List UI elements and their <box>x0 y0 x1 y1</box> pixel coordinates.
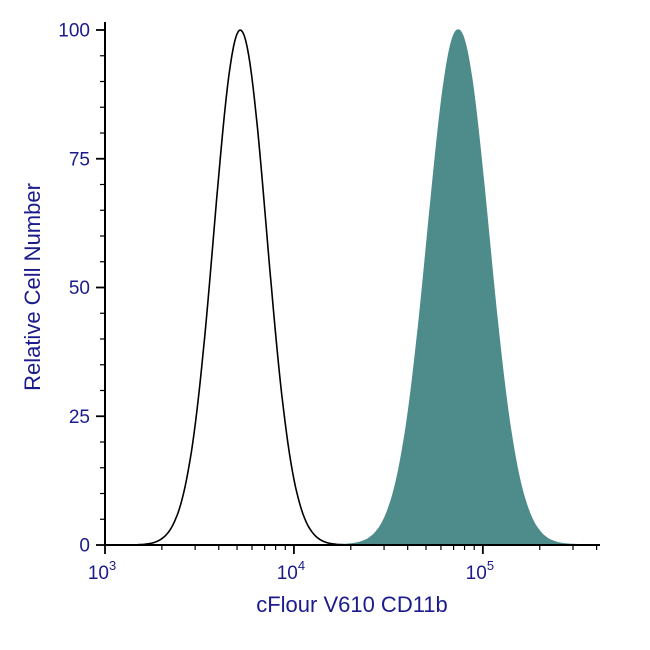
y-tick-label: 0 <box>79 536 90 557</box>
x-tick-label: 105 <box>466 558 494 584</box>
series-control-open-histogram <box>129 29 352 546</box>
x-tick-label: 103 <box>88 558 116 584</box>
y-tick-label: 50 <box>69 278 90 299</box>
x-tick-label: 104 <box>277 558 305 584</box>
y-tick-label: 100 <box>58 21 90 42</box>
series-cd11b-stained-filled-histogram <box>330 29 586 546</box>
y-tick-label: 75 <box>69 149 90 170</box>
y-tick-label: 25 <box>69 407 90 428</box>
y-axis-label: Relative Cell Number <box>20 183 45 391</box>
x-axis-label: cFlour V610 CD11b <box>256 592 448 617</box>
axes-layer: 0 25 50 75 100 103 104 105 <box>58 21 600 584</box>
curves-layer <box>129 29 586 546</box>
